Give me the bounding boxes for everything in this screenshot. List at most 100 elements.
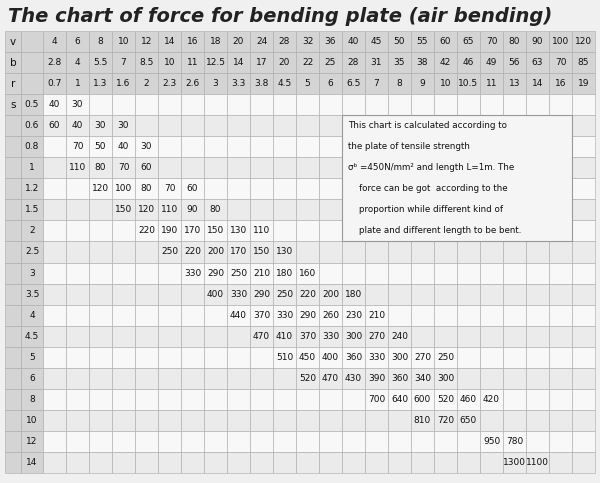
Bar bbox=[526, 199, 549, 220]
Bar bbox=[89, 263, 112, 284]
Text: 780: 780 bbox=[506, 437, 523, 446]
Bar bbox=[342, 94, 365, 115]
Bar bbox=[181, 431, 204, 452]
Bar bbox=[158, 347, 181, 368]
Bar bbox=[158, 368, 181, 389]
Bar bbox=[273, 431, 296, 452]
Bar bbox=[549, 389, 572, 410]
Bar bbox=[181, 136, 204, 157]
Bar bbox=[227, 199, 250, 220]
Bar bbox=[549, 368, 572, 389]
Bar bbox=[503, 410, 526, 431]
Bar bbox=[388, 326, 411, 347]
Bar bbox=[549, 136, 572, 157]
Bar bbox=[342, 52, 365, 73]
Text: 460: 460 bbox=[460, 395, 477, 404]
Bar bbox=[250, 305, 273, 326]
Bar bbox=[66, 431, 89, 452]
Bar bbox=[135, 94, 158, 115]
Bar bbox=[319, 115, 342, 136]
Bar bbox=[457, 178, 480, 199]
Bar bbox=[158, 136, 181, 157]
Text: 7: 7 bbox=[374, 79, 379, 88]
Bar bbox=[158, 94, 181, 115]
Bar bbox=[273, 242, 296, 263]
Bar bbox=[388, 410, 411, 431]
Text: b: b bbox=[10, 57, 16, 68]
Bar bbox=[204, 94, 227, 115]
Bar bbox=[181, 410, 204, 431]
Text: 110: 110 bbox=[161, 205, 178, 214]
Bar bbox=[158, 178, 181, 199]
Bar bbox=[158, 115, 181, 136]
Bar bbox=[5, 136, 21, 157]
Bar bbox=[342, 347, 365, 368]
Bar bbox=[319, 242, 342, 263]
Bar bbox=[21, 389, 43, 410]
Text: 330: 330 bbox=[230, 290, 247, 298]
Bar bbox=[319, 73, 342, 94]
Bar bbox=[5, 94, 21, 115]
Text: 190: 190 bbox=[161, 227, 178, 235]
Bar bbox=[480, 263, 503, 284]
Bar bbox=[503, 284, 526, 305]
Bar bbox=[21, 452, 43, 473]
Bar bbox=[457, 347, 480, 368]
Bar bbox=[112, 136, 135, 157]
Bar bbox=[342, 136, 365, 157]
Bar bbox=[204, 178, 227, 199]
Bar bbox=[503, 452, 526, 473]
Text: 20: 20 bbox=[279, 58, 290, 67]
Text: 330: 330 bbox=[368, 353, 385, 362]
Bar bbox=[112, 368, 135, 389]
Bar bbox=[66, 115, 89, 136]
Bar bbox=[342, 389, 365, 410]
Bar bbox=[43, 220, 66, 242]
Bar bbox=[480, 389, 503, 410]
Bar bbox=[21, 220, 43, 242]
Bar bbox=[227, 347, 250, 368]
Text: 4: 4 bbox=[74, 58, 80, 67]
Text: 720: 720 bbox=[437, 416, 454, 425]
Text: 2.8: 2.8 bbox=[47, 58, 62, 67]
Bar bbox=[112, 452, 135, 473]
Text: 60: 60 bbox=[187, 185, 198, 193]
Bar bbox=[342, 263, 365, 284]
Bar bbox=[480, 452, 503, 473]
Bar bbox=[342, 410, 365, 431]
Bar bbox=[21, 305, 43, 326]
Text: 63: 63 bbox=[532, 58, 543, 67]
Bar bbox=[457, 284, 480, 305]
Bar bbox=[365, 220, 388, 242]
Bar bbox=[480, 326, 503, 347]
Text: 28: 28 bbox=[279, 37, 290, 46]
Bar bbox=[21, 73, 43, 94]
Bar bbox=[503, 389, 526, 410]
Bar bbox=[342, 115, 365, 136]
Bar bbox=[388, 94, 411, 115]
Bar bbox=[572, 305, 595, 326]
Bar bbox=[181, 199, 204, 220]
Bar bbox=[319, 305, 342, 326]
Bar bbox=[135, 305, 158, 326]
Bar bbox=[273, 178, 296, 199]
Bar bbox=[66, 199, 89, 220]
Bar bbox=[89, 157, 112, 178]
Bar bbox=[365, 94, 388, 115]
Bar bbox=[549, 305, 572, 326]
Bar bbox=[158, 242, 181, 263]
Bar bbox=[112, 94, 135, 115]
Bar bbox=[66, 284, 89, 305]
Bar bbox=[319, 368, 342, 389]
Bar bbox=[503, 52, 526, 73]
Bar bbox=[250, 115, 273, 136]
Bar bbox=[66, 136, 89, 157]
Text: 40: 40 bbox=[118, 142, 129, 151]
Bar bbox=[227, 389, 250, 410]
Text: 340: 340 bbox=[414, 374, 431, 383]
Bar bbox=[549, 347, 572, 368]
Bar bbox=[296, 73, 319, 94]
Bar bbox=[5, 115, 21, 136]
Bar bbox=[549, 157, 572, 178]
Text: 85: 85 bbox=[578, 58, 589, 67]
